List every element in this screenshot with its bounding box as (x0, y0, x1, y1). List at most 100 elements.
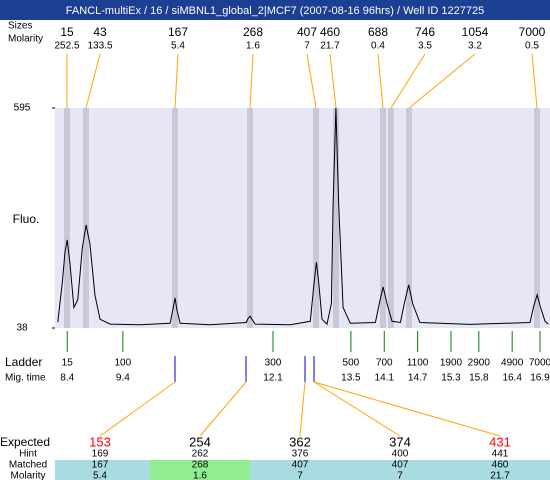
ladder-time: 13.5 (341, 373, 361, 384)
peak-size: 268 (243, 25, 263, 39)
molarity-value: 7 (297, 471, 303, 480)
y-tick-label: 595 (14, 103, 31, 114)
peak-size: 460 (320, 25, 340, 39)
ladder-time: 8.4 (60, 373, 74, 384)
peak-molarity: 252.5 (54, 41, 79, 52)
expected-value: 431 (489, 434, 511, 449)
peak-molarity: 3.5 (418, 41, 432, 52)
peak-size: 167 (168, 25, 188, 39)
peak-connector (377, 53, 384, 109)
ladder-time: 15.3 (441, 373, 461, 384)
hint-value: 376 (292, 449, 309, 460)
y-label: Fluo. (13, 212, 40, 226)
peak-connector (249, 53, 254, 109)
molarity-value: 5.4 (93, 471, 107, 480)
expected-connector (313, 381, 501, 437)
peak-size: 746 (415, 25, 435, 39)
expected-value: 374 (389, 434, 411, 449)
ladder-size: 2900 (468, 358, 491, 369)
matched-value: 460 (492, 460, 509, 471)
ladder-time: 12.1 (263, 373, 283, 384)
peak-connector (174, 53, 179, 109)
plot-area (55, 108, 550, 328)
peak-molarity: 3.2 (468, 41, 482, 52)
peak-band (247, 108, 253, 328)
peak-molarity: 0.5 (525, 41, 539, 52)
expected-value: 153 (89, 434, 111, 449)
ladder-size: 4900 (501, 358, 524, 369)
expected-connector (199, 381, 247, 437)
peak-molarity: 21.7 (320, 41, 340, 52)
mig-time-label: Mig. time (5, 373, 46, 384)
title: FANCL-multiEx / 16 / siMBNL1_global_2|MC… (66, 5, 484, 17)
matched-value: 167 (92, 460, 109, 471)
peak-band (172, 108, 178, 328)
peak-connector (531, 53, 538, 109)
molarity-label: Molarity (8, 34, 43, 45)
ladder-time: 15.8 (469, 373, 489, 384)
peak-size: 407 (297, 25, 317, 39)
sizes-label: Sizes (8, 21, 32, 32)
peak-band (64, 108, 70, 328)
expected-value: 362 (289, 434, 311, 449)
ladder-size: 300 (265, 358, 282, 369)
title-bar (0, 0, 550, 20)
peak-molarity: 7 (304, 41, 310, 52)
molarity-value: 21.7 (490, 471, 510, 480)
expected-connector (299, 381, 306, 437)
hint-label: Hint (19, 449, 37, 460)
ladder-size: 100 (115, 358, 132, 369)
peak-size: 688 (368, 25, 388, 39)
ladder-size: 500 (343, 358, 360, 369)
peak-molarity: 0.4 (371, 41, 385, 52)
peak-molarity: 5.4 (171, 41, 185, 52)
peak-molarity: 133.5 (87, 41, 112, 52)
peak-connector (329, 53, 337, 109)
ladder-size: 1100 (407, 358, 429, 369)
peak-connector (306, 53, 317, 109)
peak-size: 7000 (519, 25, 546, 39)
trace (57, 107, 549, 326)
ladder-time: 14.7 (408, 373, 428, 384)
peak-band (83, 108, 89, 328)
ladder-time: 14.1 (375, 373, 395, 384)
peak-band (534, 108, 540, 328)
molarity-row-label: Molarity (10, 471, 45, 480)
expected-label: Expected (0, 435, 50, 449)
ladder-size: 7000 (529, 358, 550, 369)
peak-band (333, 108, 339, 328)
ladder-time: 16.4 (502, 373, 522, 384)
matched-value: 407 (392, 460, 409, 471)
peak-size: 43 (93, 25, 107, 39)
molarity-value: 1.6 (193, 471, 207, 480)
ladder-size: 15 (62, 358, 74, 369)
matched-label: Matched (9, 460, 47, 471)
molarity-value: 7 (397, 471, 403, 480)
expected-connector (99, 381, 176, 437)
peak-band (380, 108, 386, 328)
peak-connector (390, 53, 426, 109)
peak-molarity: 1.6 (246, 41, 260, 52)
expected-value: 254 (189, 434, 211, 449)
peak-size: 15 (60, 25, 74, 39)
peak-band (388, 108, 394, 328)
peak-connector (85, 53, 101, 109)
matched-band-highlight (150, 460, 250, 480)
peak-size: 1054 (462, 25, 489, 39)
matched-value: 407 (292, 460, 309, 471)
hint-value: 400 (392, 449, 409, 460)
ladder-time: 16.9 (530, 373, 550, 384)
peak-band (406, 108, 412, 328)
ladder-label: Ladder (5, 355, 42, 369)
hint-value: 262 (192, 449, 209, 460)
ladder-size: 700 (376, 358, 393, 369)
matched-value: 268 (192, 460, 209, 471)
peak-band (313, 108, 319, 328)
y-tick-label: 38 (16, 323, 28, 334)
hint-value: 169 (92, 449, 109, 460)
expected-connector (313, 381, 401, 437)
peak-connector (408, 53, 476, 109)
ladder-size: 1900 (440, 358, 463, 369)
hint-value: 441 (492, 449, 509, 460)
